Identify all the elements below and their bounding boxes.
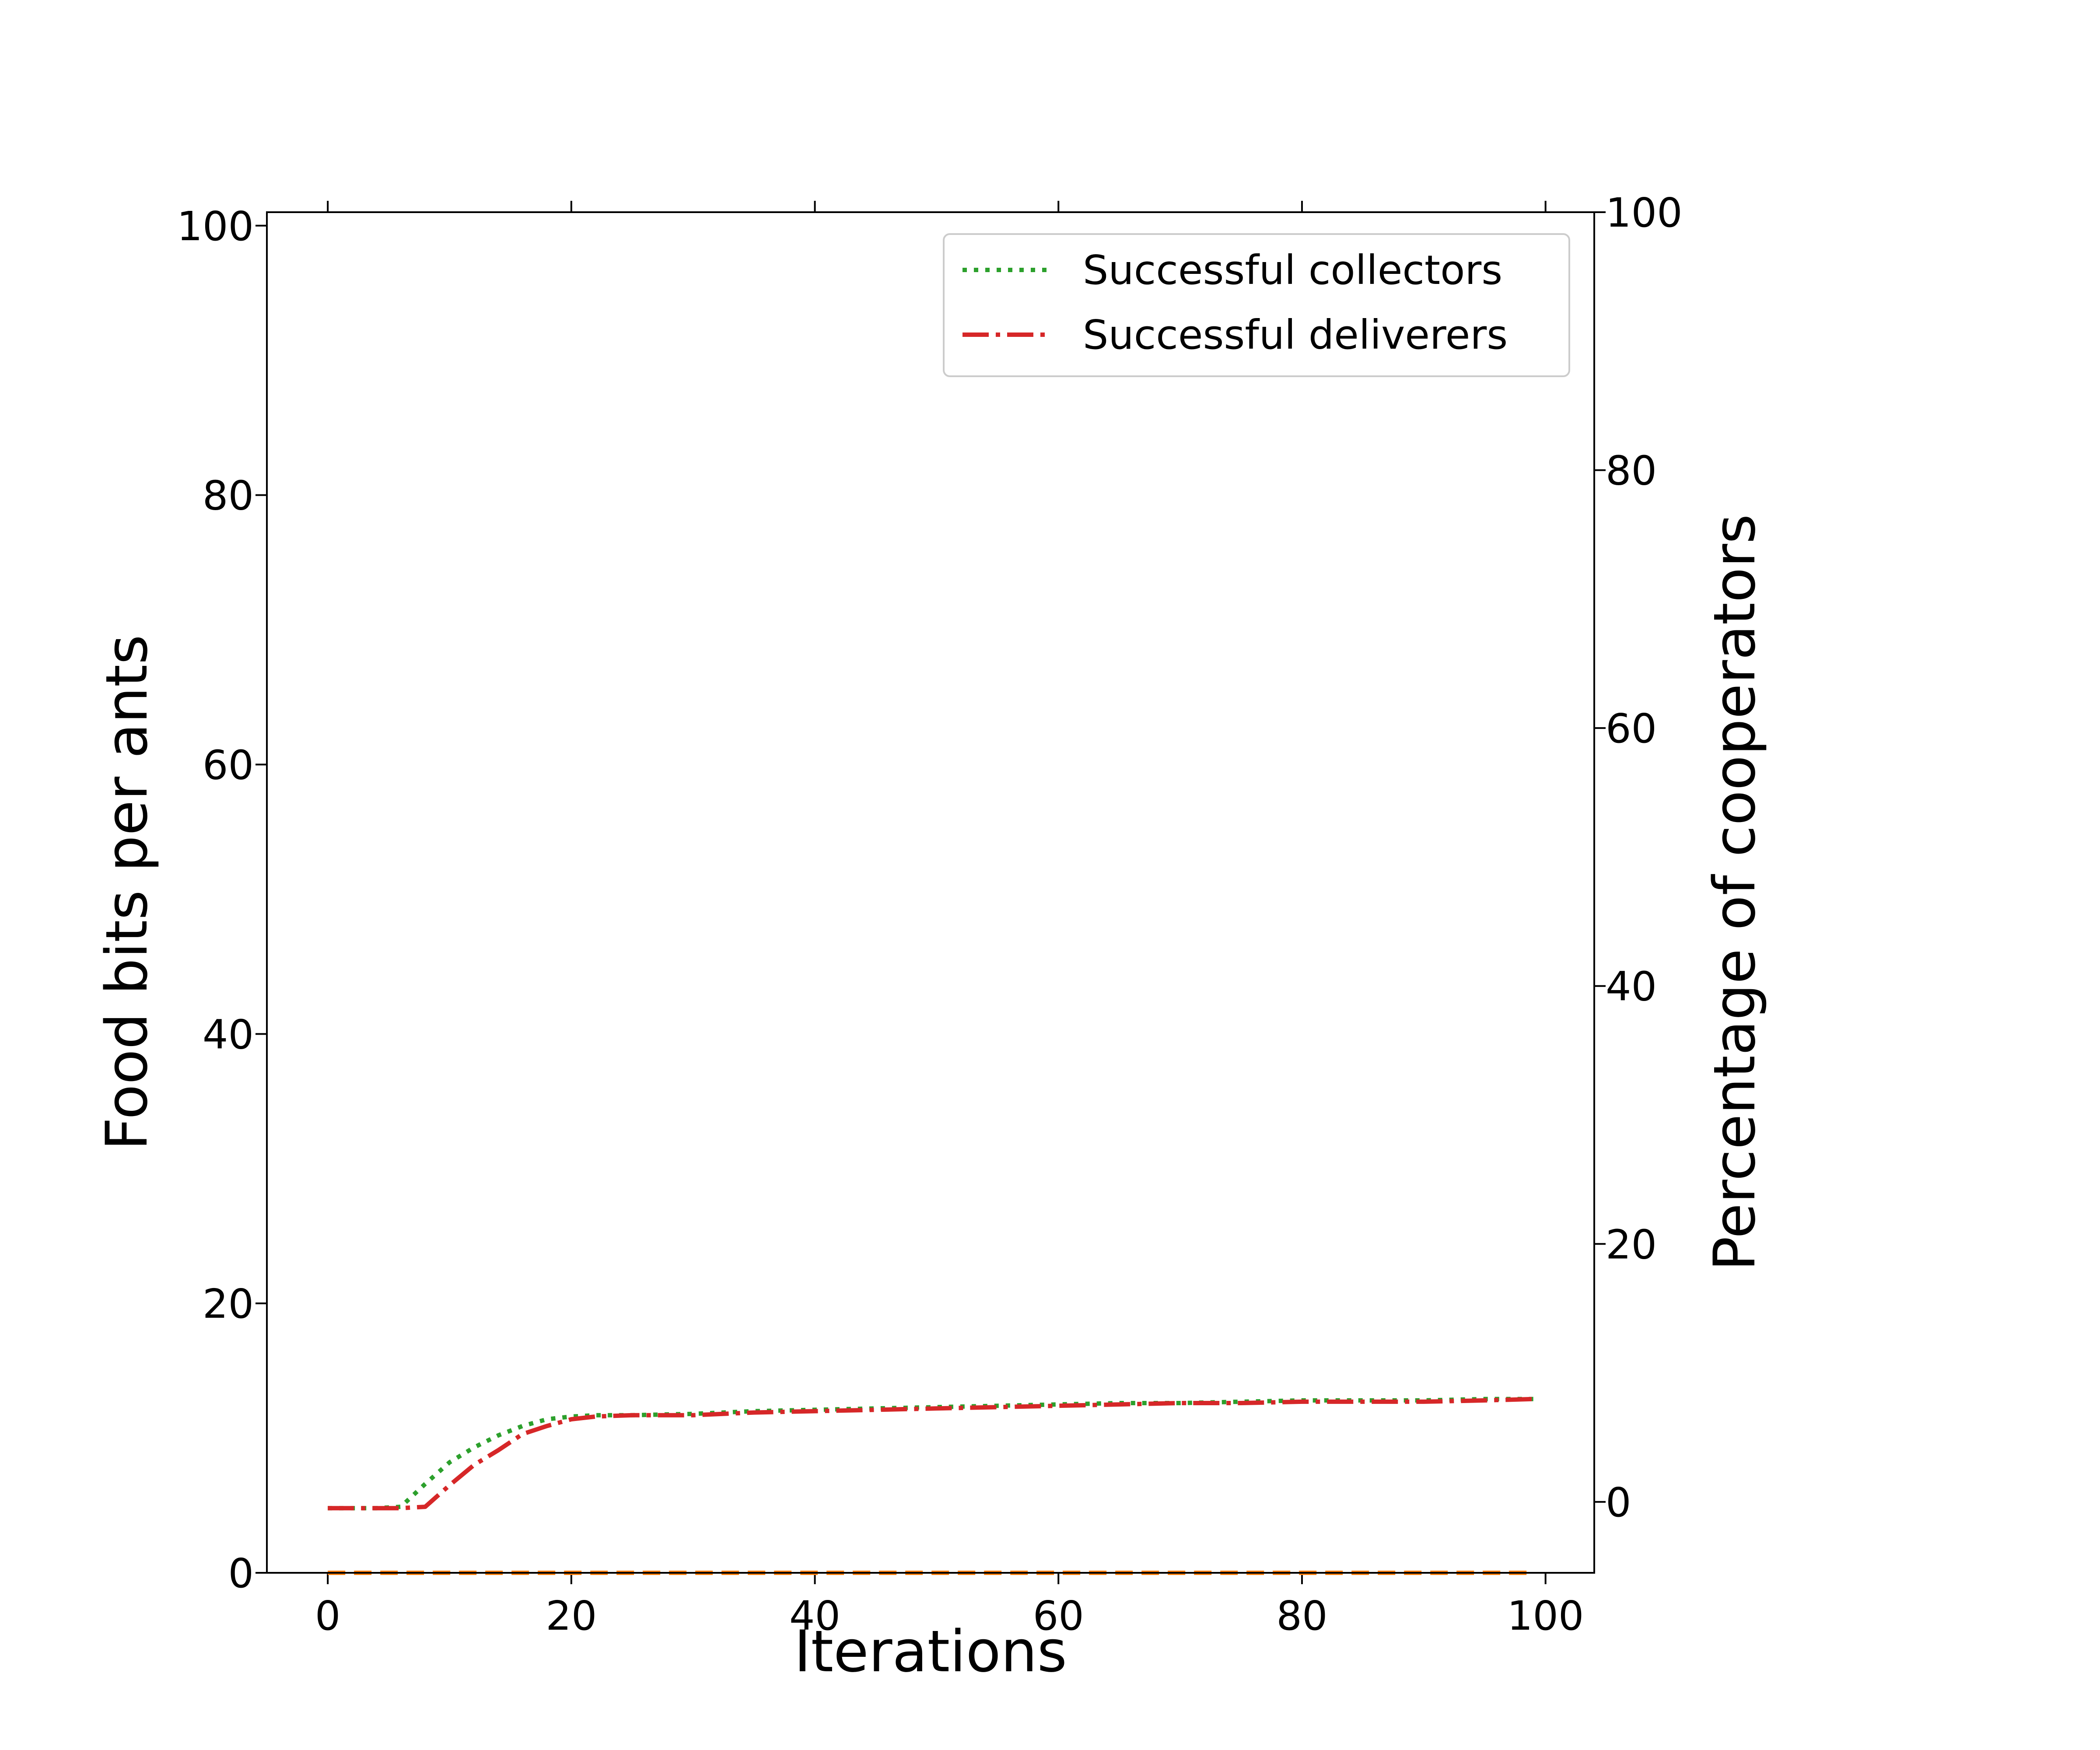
y-tick-label: 100 <box>177 203 254 250</box>
legend-label-deliverers: Successful deliverers <box>1083 312 1508 358</box>
x-axis-label: Iterations <box>794 1618 1067 1685</box>
y-tick-label: 0 <box>228 1550 254 1597</box>
legend: Successful collectors Successful deliver… <box>943 233 1570 377</box>
y-tick-label: 40 <box>203 1011 254 1058</box>
y-axis-label: Food bits per ants <box>93 635 160 1151</box>
y2-tick-label: 0 <box>1606 1479 1631 1526</box>
y2-tick-label: 100 <box>1606 189 1683 236</box>
y2-tick-label: 40 <box>1606 963 1657 1010</box>
y2-tick-label: 20 <box>1606 1221 1657 1268</box>
y2-tick-label: 60 <box>1606 705 1657 752</box>
legend-frame <box>943 233 1570 377</box>
plot-frame <box>266 211 1595 1574</box>
y2-tick-label: 80 <box>1606 448 1657 494</box>
x-tick-label: 60 <box>1033 1592 1084 1639</box>
series-line-1 <box>328 1396 1533 1511</box>
y-tick-label: 20 <box>203 1281 254 1327</box>
ticks: 0 20 40 60 80 100 0 20 40 60 80 100 0 20 40 60 80 100 <box>177 189 1682 1639</box>
legend-label-collectors: Successful collectors <box>1083 247 1502 294</box>
x-tick-label: 100 <box>1507 1592 1584 1639</box>
y-tick-label: 80 <box>203 472 254 519</box>
x-tick-label: 80 <box>1276 1592 1327 1639</box>
x-tick-label: 40 <box>789 1592 840 1639</box>
y2-axis-label: Percentage of cooperators <box>1701 514 1768 1271</box>
y-tick-label: 60 <box>203 742 254 788</box>
x-tick-label: 20 <box>546 1592 597 1639</box>
x-tick-label: 0 <box>315 1592 341 1639</box>
